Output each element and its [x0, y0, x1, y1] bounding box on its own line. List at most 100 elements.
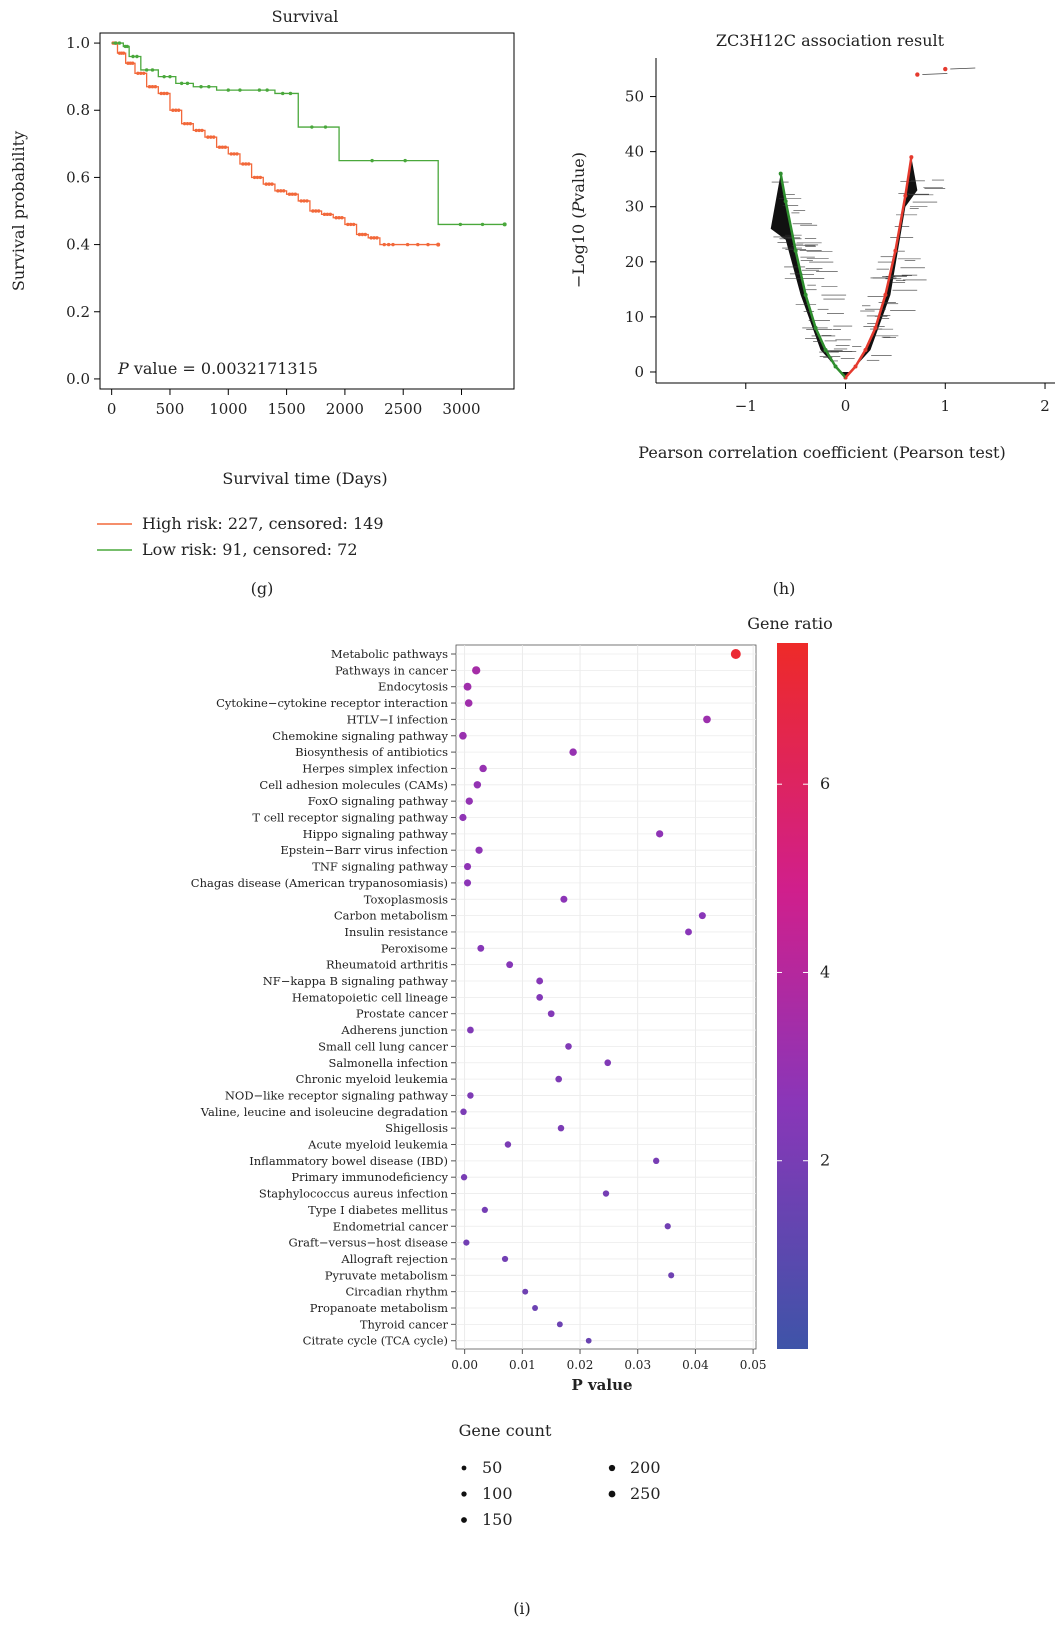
high-risk-censor-mark — [244, 162, 248, 166]
high-risk-censor-mark — [136, 71, 140, 76]
enrichment-dot — [463, 879, 472, 887]
enrichment-category-label: Staphylococcus aureus infection — [259, 1187, 449, 1201]
colorbar-tick-label: 4 — [820, 962, 830, 981]
size-legend-dot — [608, 1490, 616, 1498]
enrichment-dot — [565, 1043, 572, 1050]
high-risk-censor-mark — [314, 209, 318, 213]
high-risk-censor-mark — [182, 121, 187, 126]
enrichment-dot — [473, 781, 482, 789]
enrichment-category-label: Peroxisome — [381, 941, 448, 955]
low-risk-censor-mark — [168, 74, 172, 79]
enrichment-category-label: Type I diabetes mellitus — [308, 1203, 448, 1217]
high-risk-censor-mark — [252, 175, 257, 180]
high-risk-censor-mark — [153, 85, 158, 89]
volcano-title: ZC3H12C association result — [716, 31, 945, 50]
legend-high-risk: High risk: 227, censored: 149 — [142, 514, 384, 533]
high-risk-censor-mark — [293, 192, 298, 196]
high-risk-censor-mark — [436, 242, 441, 247]
high-risk-censor-mark — [147, 85, 152, 89]
low-risk-censor-mark — [323, 125, 328, 129]
high-risk-censor-mark — [246, 162, 251, 166]
high-risk-censor-mark — [139, 71, 143, 76]
high-risk-censor-mark — [349, 222, 353, 227]
high-risk-censor-mark — [150, 85, 155, 89]
high-risk-censor-mark — [346, 222, 350, 227]
high-risk-censor-mark — [391, 242, 395, 247]
survival-y-tick-label: 0.4 — [66, 236, 90, 254]
survival-y-tick-label: 0.6 — [66, 168, 90, 186]
enrichment-dot — [463, 682, 472, 691]
enrichment-dot — [501, 1255, 509, 1263]
size-legend-title: Gene count — [459, 1421, 552, 1440]
low-risk-censor-mark — [281, 91, 285, 96]
low-risk-censor-mark — [135, 54, 139, 59]
gene-count-legend: Gene count 50 100 150 200 250 — [459, 1421, 661, 1529]
enrichment-x-tick-label: 0.00 — [451, 1358, 478, 1372]
volcano-x-tick-label: −1 — [735, 397, 757, 415]
enrichment-category-label: Hippo signaling pathway — [303, 827, 449, 841]
enrichment-dot — [475, 846, 483, 854]
high-risk-censor-mark — [299, 199, 303, 203]
enrichment-category-label: FoxO signaling pathway — [308, 794, 449, 808]
enrichment-dots — [459, 649, 741, 1344]
enrichment-x-tick-label: 0.01 — [509, 1358, 536, 1372]
high-risk-censor-mark — [279, 189, 283, 193]
low-risk-censor-mark — [480, 222, 485, 227]
enrichment-category-labels: Metabolic pathways Pathways in cancer Endo… — [191, 647, 456, 1348]
high-risk-censor-mark — [281, 189, 286, 193]
enrichment-x-tick-label: 0.05 — [740, 1358, 767, 1372]
high-risk-censor-mark — [311, 209, 315, 213]
high-risk-censor-mark — [159, 91, 163, 96]
size-legend-dot — [461, 1491, 467, 1497]
enrichment-category-label: Circadian rhythm — [345, 1285, 448, 1299]
low-risk-censor-mark — [185, 81, 190, 86]
volcano-y-tick-label: 0 — [634, 363, 644, 381]
volcano-x-axis: −1 0 1 2 — [735, 383, 1050, 415]
enrichment-dot — [569, 748, 577, 756]
high-risk-censor-mark — [223, 145, 228, 149]
enrichment-dot — [479, 764, 487, 773]
enrichment-category-label: Prostate cancer — [356, 1007, 449, 1021]
volcano-x-tick-label: 1 — [941, 397, 951, 415]
high-risk-censor-mark — [126, 61, 130, 65]
enrichment-category-label: T cell receptor signaling pathway — [252, 811, 448, 825]
enrichment-category-label: Propanoate metabolism — [310, 1301, 448, 1315]
high-risk-censor-mark — [220, 145, 225, 149]
high-risk-censor-mark — [194, 128, 198, 133]
low-risk-censor-mark — [113, 41, 118, 45]
high-risk-censor-mark — [322, 212, 327, 217]
volcano-outlier-label — [922, 73, 948, 75]
low-risk-censor-mark — [257, 88, 262, 92]
high-risk-censor-mark — [325, 212, 330, 217]
size-legend-items: 50 100 150 200 250 — [461, 1458, 661, 1529]
enrichment-category-label: NF−kappa B signaling pathway — [263, 974, 449, 988]
low-risk-censor-mark — [370, 158, 374, 163]
high-risk-censor-mark — [209, 135, 213, 139]
enrichment-dot — [522, 1288, 529, 1295]
high-risk-censor-mark — [185, 121, 190, 126]
enrichment-category-label: Salmonella infection — [328, 1056, 448, 1070]
panel-label-i: (i) — [513, 1599, 531, 1618]
high-risk-censor-mark — [258, 175, 263, 180]
low-risk-censor-mark — [502, 222, 507, 227]
volcano-y-axis: 0 10 20 30 40 50 — [625, 88, 656, 381]
enrichment-category-label: Endocytosis — [378, 680, 448, 694]
high-risk-censor-mark — [372, 236, 376, 240]
enrichment-dot — [703, 715, 711, 724]
enrichment-category-label: Biosynthesis of antibiotics — [295, 745, 448, 759]
survival-x-label: Survival time (Days) — [222, 469, 387, 488]
low-risk-censor-mark — [150, 68, 155, 72]
enrichment-category-label: NOD−like receptor signaling pathway — [225, 1088, 449, 1102]
enrichment-dot — [460, 1174, 468, 1181]
volcano-y-tick-label: 50 — [625, 88, 644, 106]
enrichment-category-label: TNF signaling pathway — [312, 860, 448, 874]
high-risk-censor-mark — [426, 242, 430, 247]
survival-panel: Survival 0.0 0.2 0.4 0.6 0.8 1.0 0 500 1000 1500… — [9, 7, 515, 598]
volcano-outlier-label — [950, 67, 976, 70]
enrichment-category-label: Adherens junction — [340, 1023, 448, 1037]
survival-y-tick-label: 0.0 — [66, 370, 90, 388]
survival-x-tick-label: 3000 — [442, 400, 480, 418]
survival-x-tick-label: 1500 — [267, 400, 305, 418]
enrichment-dot — [481, 1206, 488, 1214]
volcano-outlier-point — [943, 66, 948, 72]
